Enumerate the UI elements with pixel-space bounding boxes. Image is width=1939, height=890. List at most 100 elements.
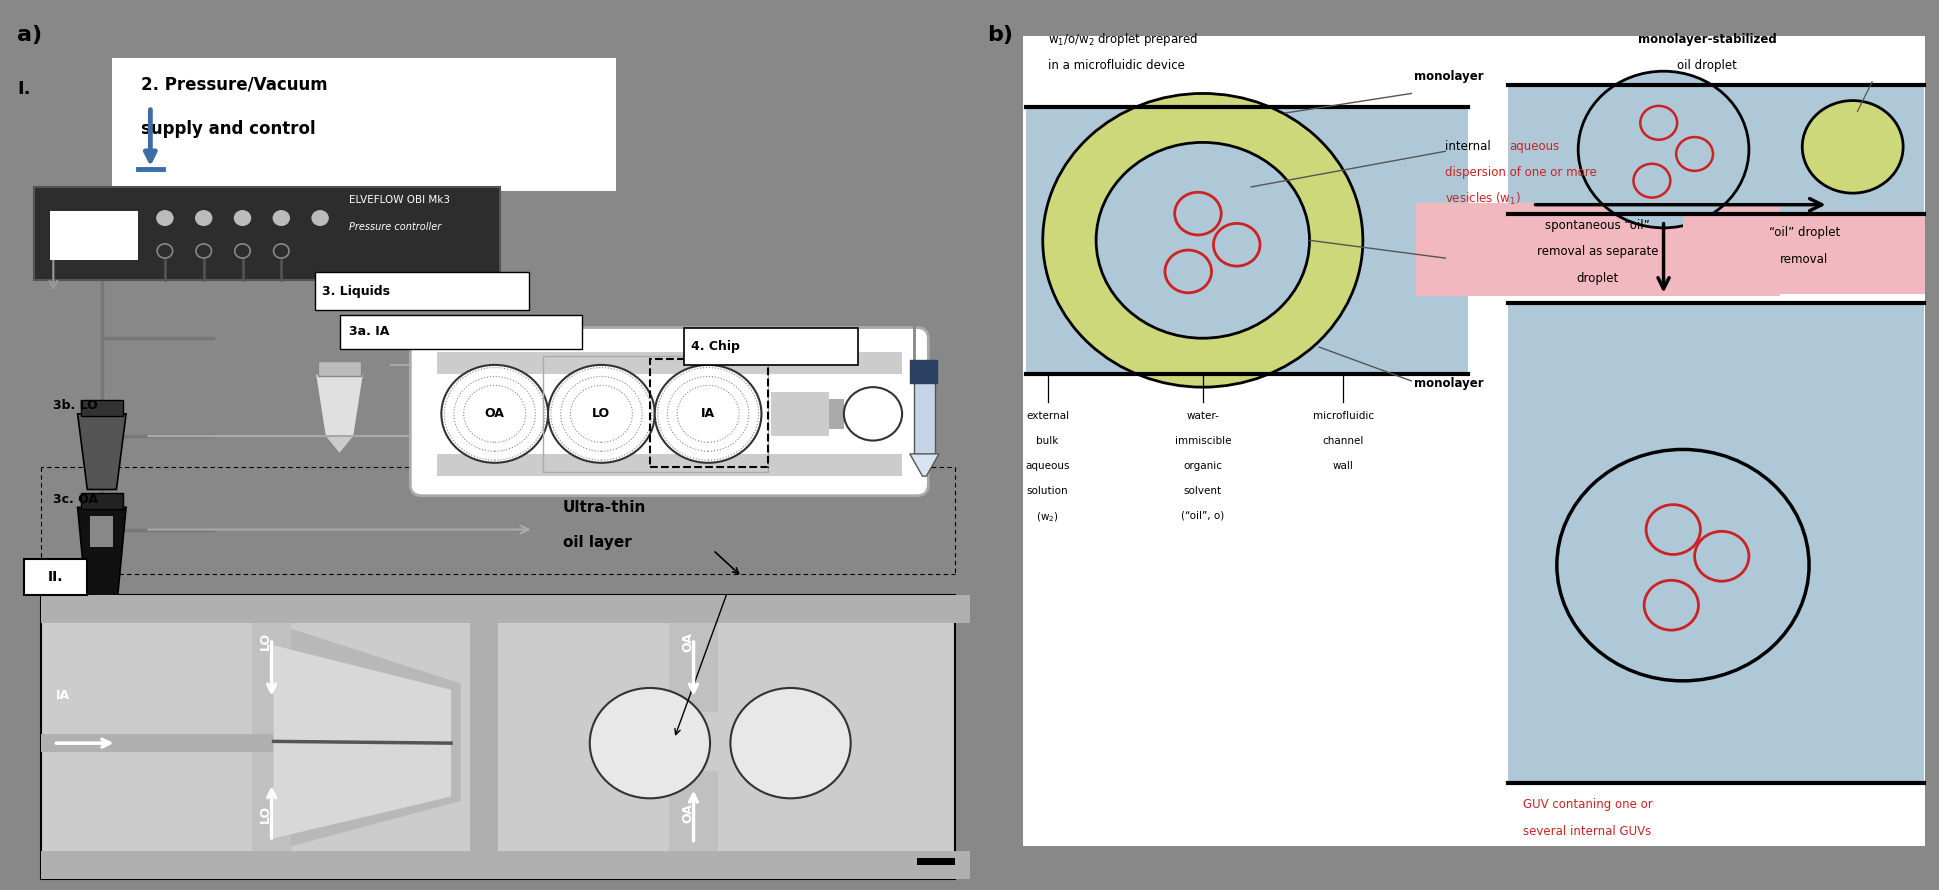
Text: 3b. LO: 3b. LO bbox=[54, 400, 99, 412]
Circle shape bbox=[1642, 580, 1699, 630]
Text: removal as separate: removal as separate bbox=[1536, 246, 1658, 258]
Text: ELVEFLOW OBI Mk3: ELVEFLOW OBI Mk3 bbox=[349, 195, 450, 206]
Text: Pressure controller: Pressure controller bbox=[349, 222, 442, 232]
Text: dispersion of one or more: dispersion of one or more bbox=[1445, 166, 1596, 179]
Circle shape bbox=[157, 210, 175, 226]
Circle shape bbox=[843, 387, 902, 441]
Text: external: external bbox=[1026, 411, 1068, 421]
Text: oil droplet: oil droplet bbox=[1677, 60, 1735, 72]
Bar bbox=[669, 771, 717, 851]
Circle shape bbox=[729, 688, 851, 798]
Circle shape bbox=[1801, 101, 1902, 193]
Bar bbox=[252, 752, 291, 851]
FancyBboxPatch shape bbox=[41, 595, 954, 879]
Text: a): a) bbox=[17, 25, 43, 44]
Text: LO: LO bbox=[260, 805, 271, 823]
Bar bbox=[469, 595, 496, 879]
Bar bbox=[91, 516, 112, 547]
Text: internal: internal bbox=[1445, 140, 1495, 152]
Polygon shape bbox=[909, 454, 938, 476]
Text: “oil” droplet: “oil” droplet bbox=[1768, 226, 1838, 239]
Bar bbox=[79, 400, 124, 416]
Bar bbox=[41, 734, 273, 752]
Bar bbox=[79, 493, 124, 509]
FancyBboxPatch shape bbox=[1415, 203, 1780, 296]
Text: immiscible: immiscible bbox=[1173, 436, 1231, 446]
Circle shape bbox=[1695, 531, 1749, 581]
Circle shape bbox=[310, 210, 328, 226]
Text: microfluidic: microfluidic bbox=[1313, 411, 1373, 421]
Polygon shape bbox=[78, 414, 126, 490]
Text: OA: OA bbox=[681, 804, 694, 823]
Text: GUV contaning one or: GUV contaning one or bbox=[1522, 798, 1652, 811]
Bar bbox=[50, 211, 138, 260]
Text: w$_1$/o/w$_2$ droplet prepared: w$_1$/o/w$_2$ droplet prepared bbox=[1047, 31, 1196, 48]
Text: monolayer-stabilized: monolayer-stabilized bbox=[1637, 33, 1776, 45]
Text: LO: LO bbox=[591, 408, 611, 420]
Text: water-: water- bbox=[1187, 411, 1218, 421]
Text: several internal GUVs: several internal GUVs bbox=[1522, 825, 1650, 837]
FancyBboxPatch shape bbox=[1509, 303, 1922, 783]
FancyBboxPatch shape bbox=[1681, 214, 1923, 294]
Circle shape bbox=[589, 688, 710, 798]
Bar bbox=[318, 361, 361, 376]
Bar bbox=[496, 595, 995, 623]
Bar bbox=[830, 399, 843, 429]
Text: supply and control: supply and control bbox=[142, 120, 316, 138]
Text: IA: IA bbox=[700, 408, 715, 420]
Circle shape bbox=[196, 210, 213, 226]
Text: spontaneous “oil”: spontaneous “oil” bbox=[1545, 219, 1648, 231]
Polygon shape bbox=[273, 645, 450, 838]
Bar bbox=[915, 858, 956, 865]
Circle shape bbox=[1043, 93, 1361, 387]
Circle shape bbox=[1173, 192, 1222, 235]
FancyBboxPatch shape bbox=[23, 559, 87, 595]
Text: 2. Pressure/Vacuum: 2. Pressure/Vacuum bbox=[142, 76, 328, 93]
Text: OA: OA bbox=[485, 408, 504, 420]
FancyBboxPatch shape bbox=[33, 187, 500, 280]
FancyBboxPatch shape bbox=[436, 352, 902, 476]
Circle shape bbox=[440, 365, 547, 463]
Text: 3c. OA: 3c. OA bbox=[54, 493, 99, 506]
Text: droplet: droplet bbox=[1576, 272, 1617, 285]
Circle shape bbox=[235, 210, 252, 226]
FancyBboxPatch shape bbox=[1026, 107, 1466, 374]
Circle shape bbox=[1633, 164, 1669, 198]
Text: 3. Liquids: 3. Liquids bbox=[322, 285, 390, 297]
Text: channel: channel bbox=[1322, 436, 1363, 446]
Circle shape bbox=[1214, 223, 1260, 266]
Text: IA: IA bbox=[56, 689, 70, 701]
Circle shape bbox=[1163, 250, 1210, 293]
FancyBboxPatch shape bbox=[1509, 85, 1922, 214]
Text: organic: organic bbox=[1183, 461, 1222, 471]
Text: vesicles (w$_1$): vesicles (w$_1$) bbox=[1445, 191, 1520, 207]
Polygon shape bbox=[314, 374, 365, 436]
Polygon shape bbox=[273, 623, 461, 851]
Bar bbox=[913, 378, 935, 454]
Text: (“oil”, o): (“oil”, o) bbox=[1181, 511, 1224, 521]
Text: monolayer: monolayer bbox=[1414, 377, 1483, 390]
Bar bbox=[252, 623, 291, 734]
Text: in a microfluidic device: in a microfluidic device bbox=[1047, 60, 1185, 72]
Text: b): b) bbox=[987, 25, 1012, 44]
Text: oil layer: oil layer bbox=[562, 536, 630, 550]
Bar bbox=[909, 360, 937, 383]
Circle shape bbox=[271, 210, 291, 226]
Text: II.: II. bbox=[48, 570, 64, 584]
Bar bbox=[772, 392, 830, 436]
Text: monolayer: monolayer bbox=[1414, 70, 1483, 83]
Polygon shape bbox=[326, 436, 355, 454]
Text: Ultra-thin: Ultra-thin bbox=[562, 500, 646, 514]
Circle shape bbox=[1096, 142, 1309, 338]
Text: (w$_2$): (w$_2$) bbox=[1035, 511, 1059, 524]
Text: 4. Chip: 4. Chip bbox=[690, 340, 739, 352]
Circle shape bbox=[1555, 449, 1807, 681]
FancyBboxPatch shape bbox=[684, 328, 857, 365]
Text: aqueous: aqueous bbox=[1026, 461, 1068, 471]
Bar bbox=[41, 851, 512, 879]
Text: wall: wall bbox=[1332, 461, 1353, 471]
FancyBboxPatch shape bbox=[1024, 36, 1923, 846]
FancyBboxPatch shape bbox=[409, 328, 929, 496]
Bar bbox=[436, 374, 902, 454]
Circle shape bbox=[1675, 137, 1712, 171]
